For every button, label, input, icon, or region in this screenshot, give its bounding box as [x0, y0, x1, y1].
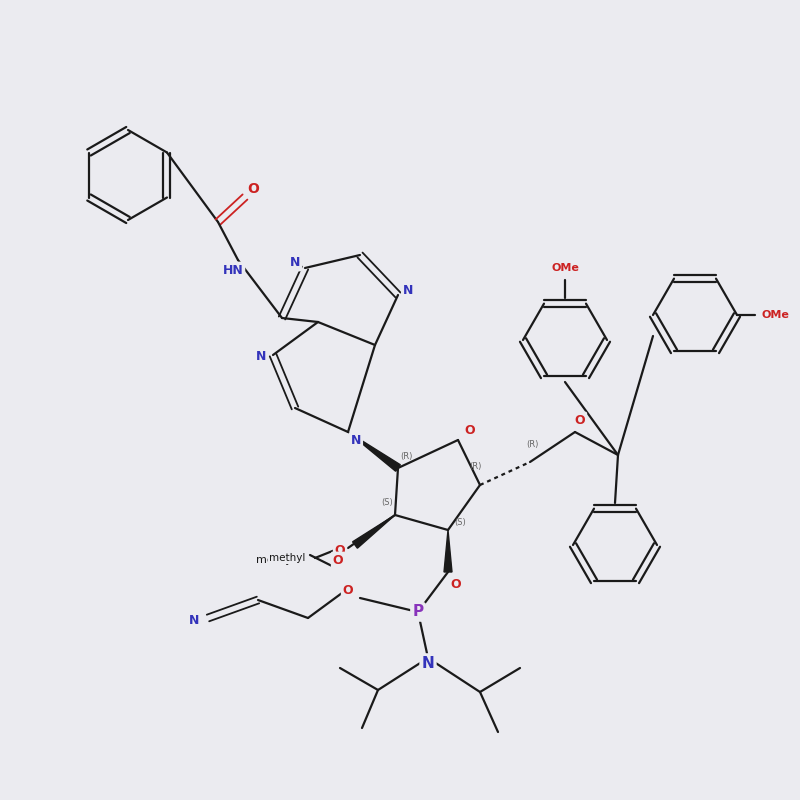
Text: N: N	[422, 655, 434, 670]
Text: (R): (R)	[469, 462, 481, 471]
Text: O: O	[342, 583, 354, 597]
Polygon shape	[353, 515, 395, 548]
Text: (R): (R)	[400, 451, 412, 461]
Text: methyl: methyl	[256, 555, 295, 565]
Text: N: N	[351, 434, 361, 446]
Text: O: O	[334, 543, 346, 557]
Text: O: O	[333, 554, 343, 566]
Text: N: N	[290, 257, 300, 270]
Text: (S): (S)	[381, 498, 393, 507]
Polygon shape	[348, 432, 400, 471]
Text: N: N	[256, 350, 266, 363]
Text: O: O	[574, 414, 586, 426]
Text: O: O	[465, 423, 475, 437]
Text: N: N	[403, 283, 413, 297]
Text: O: O	[450, 578, 462, 590]
Text: OMe: OMe	[551, 263, 579, 273]
Text: N: N	[189, 614, 199, 627]
Text: O: O	[247, 182, 259, 196]
Text: (S): (S)	[454, 518, 466, 526]
Text: methyl: methyl	[269, 553, 305, 563]
Text: OMe: OMe	[761, 310, 789, 320]
Text: HN: HN	[222, 263, 243, 277]
Text: P: P	[413, 605, 423, 619]
Text: (R): (R)	[526, 439, 538, 449]
Polygon shape	[444, 530, 452, 572]
